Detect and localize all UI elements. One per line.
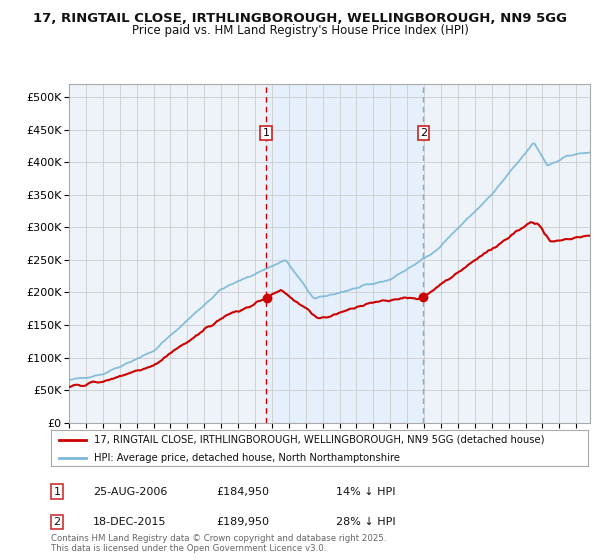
Text: 17, RINGTAIL CLOSE, IRTHLINGBOROUGH, WELLINGBOROUGH, NN9 5GG (detached house): 17, RINGTAIL CLOSE, IRTHLINGBOROUGH, WEL… — [94, 435, 544, 445]
Text: 1: 1 — [262, 128, 269, 138]
Text: HPI: Average price, detached house, North Northamptonshire: HPI: Average price, detached house, Nort… — [94, 453, 400, 463]
Text: 2: 2 — [53, 517, 61, 527]
Text: £184,950: £184,950 — [216, 487, 269, 497]
Text: 2: 2 — [420, 128, 427, 138]
Text: 18-DEC-2015: 18-DEC-2015 — [93, 517, 167, 527]
Text: 28% ↓ HPI: 28% ↓ HPI — [336, 517, 395, 527]
Text: Contains HM Land Registry data © Crown copyright and database right 2025.
This d: Contains HM Land Registry data © Crown c… — [51, 534, 386, 553]
Text: 17, RINGTAIL CLOSE, IRTHLINGBOROUGH, WELLINGBOROUGH, NN9 5GG: 17, RINGTAIL CLOSE, IRTHLINGBOROUGH, WEL… — [33, 12, 567, 25]
Bar — [266, 84, 424, 423]
Text: 1: 1 — [53, 487, 61, 497]
Text: Price paid vs. HM Land Registry's House Price Index (HPI): Price paid vs. HM Land Registry's House … — [131, 24, 469, 36]
Text: £189,950: £189,950 — [216, 517, 269, 527]
Text: 25-AUG-2006: 25-AUG-2006 — [93, 487, 167, 497]
Text: 14% ↓ HPI: 14% ↓ HPI — [336, 487, 395, 497]
